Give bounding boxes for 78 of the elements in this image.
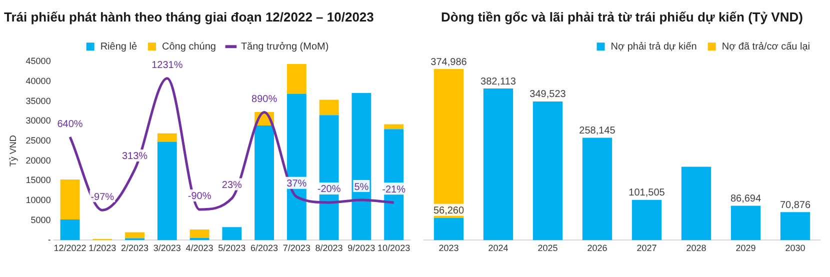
legend-label: Nợ đã trả/cơ cấu lại [722,41,810,52]
bar [157,142,177,240]
bar [125,232,144,238]
legend-label: Tăng trưởng (MoM) [240,41,329,52]
x-tick-label: 10/2023 [378,243,410,254]
data-label: -20% [317,184,341,196]
x-tick-label: 5/2023 [218,243,246,254]
data-label: 258,145 [579,125,616,136]
data-label: 23% [222,180,242,191]
bar [286,64,306,94]
y-tick-label: 45000 [26,56,51,66]
data-label: 313% [122,151,148,162]
data-label: 56,260 [433,206,464,217]
x-tick-label: 2023 [438,243,459,254]
legend-label: Nợ phải trả dự kiến [610,41,697,52]
bar [780,212,810,240]
y-axis-title: Tỷ VND [8,134,18,167]
bar [582,138,612,240]
y-tick-label: 30000 [26,116,51,126]
legend-label: Riêng lẻ [100,41,138,52]
data-label: 86,694 [730,194,762,205]
x-tick-label: 9/2023 [348,243,376,254]
y-tick-label: 25000 [26,135,51,146]
y-tick-label: - [48,234,51,245]
x-tick-label: 3/2023 [153,243,181,254]
x-tick-label: 2025 [538,243,558,254]
bar [222,227,242,240]
data-label: -97% [90,192,114,203]
data-label: 5% [354,182,369,193]
x-tick-label: 2024 [488,243,508,254]
data-label: 101,505 [628,188,666,199]
bar [384,124,404,130]
bar [60,220,80,240]
bar [730,206,761,240]
x-tick-label: 2028 [686,243,706,254]
legend-label: Công chúng [162,41,216,52]
bar [532,101,563,240]
bar [434,218,464,240]
y-tick-label: 35000 [26,96,51,106]
bar [286,94,306,240]
y-tick-label: 40000 [26,76,51,86]
data-label: -90% [188,191,212,202]
y-tick-label: 10000 [26,194,51,205]
x-tick-label: 7/2023 [282,243,310,254]
y-tick-label: 5000 [30,214,51,225]
bar [60,179,80,220]
data-label: 640% [57,118,83,130]
data-label: 37% [286,178,307,190]
bar [632,200,662,240]
x-tick-label: 2029 [736,243,756,254]
data-label: 1231% [152,60,183,72]
bar [483,88,514,240]
chart-title: Dòng tiền gốc và lãi phải trả từ trái phiếu dự kiến (Tỷ VND) [441,9,803,24]
data-label: 374,986 [430,56,468,68]
bar [319,100,339,116]
x-tick-label: 4/2023 [186,243,214,254]
x-tick-label: 2030 [785,243,806,254]
bar [157,133,177,142]
bar [352,92,372,240]
x-tick-label: 8/2023 [315,243,343,254]
y-tick-label: 15000 [26,175,51,186]
data-label: 349,523 [530,89,566,100]
x-tick-label: 12/2022 [54,243,86,254]
x-tick-label: 6/2023 [250,243,278,254]
x-tick-label: 2027 [636,243,657,254]
data-label: 382,113 [480,76,516,88]
x-tick-label: 2/2023 [121,243,149,254]
x-tick-label: 2026 [587,243,608,254]
data-label: -21% [382,184,406,196]
bar [434,69,464,218]
chart-title: Trái phiếu phát hành theo tháng giai đoạn 12/2022 – 10/2023 [4,9,374,24]
x-tick-label: 1/2023 [88,243,116,254]
y-tick-label: 20000 [26,155,51,166]
bar [254,126,274,240]
bar [190,229,210,238]
data-label: 70,876 [780,200,811,211]
bar [681,166,712,240]
data-label: 890% [252,94,278,105]
